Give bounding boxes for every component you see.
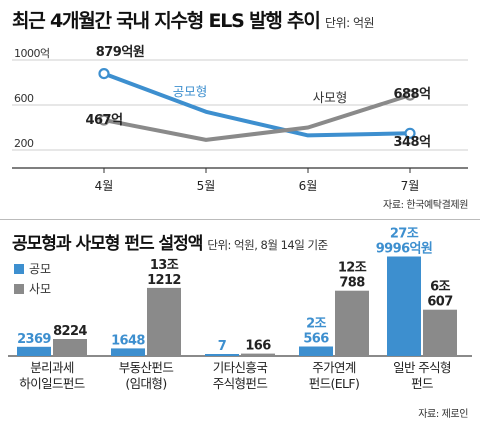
x-tick-label: 5월 <box>197 179 216 193</box>
bar-value-label: 166 <box>245 339 271 354</box>
category-label: 분리과세 <box>30 360 74 375</box>
legend-private-swatch <box>14 284 24 294</box>
bar-value-label: 13조 <box>150 258 179 273</box>
line-chart-unit: 단위: 억원 <box>325 16 375 30</box>
data-label: 879억원 <box>96 45 145 60</box>
bar-value-label: 27조 <box>390 227 419 242</box>
series-line <box>103 71 411 138</box>
bar-value-label: 566 <box>303 332 329 347</box>
category-label: 주식형펀드 <box>213 376 268 391</box>
x-tick-label: 6월 <box>299 179 318 193</box>
category-label: 부동산펀드 <box>119 360 174 375</box>
data-label: 467억 <box>85 113 122 128</box>
line-chart: 1000억 600 200 4월 5월 6월 7월 공모형 사모형 879억원 348억 467억 68… <box>12 45 468 193</box>
x-tick-label: 7월 <box>401 179 420 193</box>
bar <box>335 290 369 356</box>
data-label: 688억 <box>393 87 430 102</box>
bar-chart-title: 공모형과 사모형 펀드 설정액 단위: 억원, 8월 14일 기준 <box>12 234 328 254</box>
legend-public-swatch <box>14 264 24 274</box>
section-divider <box>0 219 480 220</box>
bar-value-label: 1212 <box>147 273 181 288</box>
y-tick-label: 600 <box>14 92 34 105</box>
series-line <box>103 93 411 142</box>
bar <box>205 354 239 356</box>
line-chart-title: 최근 4개월간 국내 지수형 ELS 발행 추이 단위: 억원 <box>12 10 375 32</box>
data-label: 348억 <box>393 135 430 150</box>
bar-value-label: 2조 <box>306 317 326 332</box>
bar <box>111 348 145 356</box>
bar <box>241 353 275 356</box>
line-chart-source: 자료: 한국예탁결제원 <box>383 200 468 211</box>
bar-value-label: 9996억원 <box>376 242 433 257</box>
data-point <box>404 127 416 139</box>
bar-chart-source: 자료: 제로인 <box>418 409 468 420</box>
bar-value-label: 2369 <box>17 332 51 347</box>
data-point <box>98 114 110 126</box>
bar <box>147 287 181 356</box>
bar-value-label: 7 <box>218 339 227 354</box>
y-tick-label: 200 <box>14 137 34 150</box>
bar <box>299 346 333 356</box>
category-label: 펀드(ELF) <box>309 376 360 391</box>
bar-chart-unit: 단위: 억원, 8월 14일 기준 <box>207 238 328 252</box>
category-label: 일반 주식형 <box>393 360 451 375</box>
series-name-public: 공모형 <box>173 84 208 99</box>
bar <box>387 256 421 356</box>
category-label: 주가연계 <box>312 360 356 375</box>
category-label: 하이일드펀드 <box>19 376 85 391</box>
legend-private: 사모 <box>14 280 51 297</box>
bar <box>53 339 87 356</box>
bar-value-label: 12조 <box>338 261 367 276</box>
bar-value-label: 607 <box>427 295 453 310</box>
category-label: 기타신흥국 <box>213 360 268 375</box>
category-label: (임대형) <box>125 376 166 391</box>
series-name-private: 사모형 <box>313 90 348 105</box>
bar-value-label: 1648 <box>111 333 145 348</box>
x-tick-label: 4월 <box>95 179 114 193</box>
bar-value-label: 788 <box>339 276 365 291</box>
y-tick-label: 1000억 <box>14 47 50 60</box>
data-point <box>98 67 110 80</box>
category-label: 펀드 <box>411 376 433 391</box>
bar-value-label: 8224 <box>53 324 87 339</box>
legend-public: 공모 <box>14 260 51 277</box>
data-point <box>404 89 416 101</box>
bar <box>17 346 51 356</box>
bar-value-label: 6조 <box>430 280 450 295</box>
bar <box>423 309 457 356</box>
